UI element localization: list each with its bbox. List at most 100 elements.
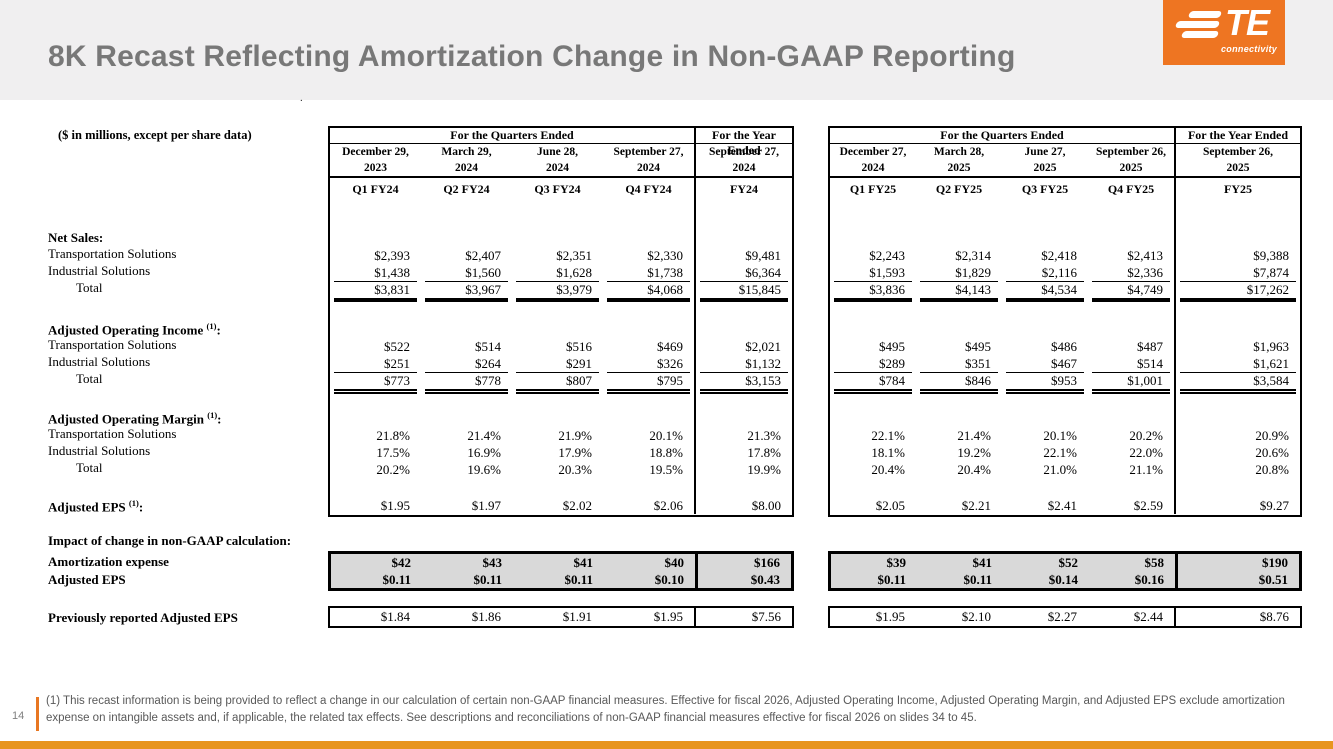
operating-income-total-row: $784 $846 $953 $1,001 $3,584 [830, 372, 1300, 394]
table-cell: $514 [1088, 355, 1174, 372]
cell-value: Q2 FY24 [443, 182, 490, 196]
table-cell: $289 [830, 355, 916, 372]
cell-value: 19.6% [467, 462, 501, 477]
table-cell: $9,388 [1174, 247, 1300, 264]
label-colon: : [138, 499, 144, 515]
table-cell: $1,963 [1174, 338, 1300, 355]
cell-value: $1,560 [465, 265, 501, 280]
table-cell: Q3 FY25 [1002, 178, 1088, 198]
cell-value: 17.9% [558, 445, 592, 460]
cell-value: $0.51 [1258, 572, 1288, 587]
cell-value: 21.4% [467, 428, 501, 443]
cell-value: 22.0% [1129, 445, 1163, 460]
table-cell: $8.76 [1174, 608, 1300, 626]
table-cell: 22.0% [1088, 444, 1174, 461]
cell-value: $1.91 [562, 609, 592, 624]
table-cell: $2.06 [603, 497, 694, 514]
cell-value: September 27, 2024 [613, 146, 684, 174]
cell-value: $3,836 [834, 281, 912, 302]
table-cell: Q2 FY25 [916, 178, 1002, 198]
spacer-row [830, 299, 1300, 338]
cell-value: $953 [1006, 372, 1084, 394]
table-cell: $52 [1003, 554, 1089, 571]
spacer-row [330, 299, 792, 338]
table-cell: Q3 FY24 [512, 178, 603, 198]
row-label-adjusted-eps: Adjusted EPS (1): [48, 495, 143, 515]
cell-value: 21.1% [1129, 462, 1163, 477]
row-label-adjusted-operating-margin: Adjusted Operating Margin (1): [48, 407, 222, 427]
cell-value: $3,584 [1180, 372, 1296, 394]
table-cell: 20.1% [603, 427, 694, 444]
logo-connectivity-text: connectivity [1221, 44, 1278, 54]
table-cell: 20.3% [512, 461, 603, 478]
table-cell: $495 [916, 338, 1002, 355]
cell-value: $1.84 [380, 609, 410, 624]
table-cell: $2.21 [916, 497, 1002, 514]
table-cell: 21.0% [1002, 461, 1088, 478]
table-cell: $1.95 [603, 608, 694, 626]
cell-value: $0.14 [1048, 572, 1078, 587]
cell-value: $7,874 [1253, 265, 1289, 280]
table-cell: $2,351 [512, 247, 603, 264]
cell-value: $1,132 [745, 356, 781, 371]
table-cell: $0.11 [513, 571, 604, 588]
table-cell: $42 [331, 554, 422, 571]
cell-value: 21.3% [747, 428, 781, 443]
table-cell: $0.11 [422, 571, 513, 588]
table-cell: $486 [1002, 338, 1088, 355]
te-connectivity-logo: TE connectivity [1163, 0, 1285, 65]
cell-value: 17.8% [747, 445, 781, 460]
table-cell: 20.1% [1002, 427, 1088, 444]
cell-value: $251 [384, 356, 410, 371]
table-cell: $2.10 [916, 608, 1002, 626]
table-cell: $1,738 [603, 264, 694, 281]
spacer-row [830, 198, 1300, 247]
cell-value: Q1 FY25 [849, 182, 897, 196]
table-cell: $1.97 [421, 497, 512, 514]
cell-value: $2.05 [875, 498, 905, 513]
table-cell: Q4 FY25 [1088, 178, 1174, 198]
table-cell: 20.2% [330, 461, 421, 478]
table-cell: $39 [831, 554, 917, 571]
net-sales-industrial-row: $1,438 $1,560 $1,628 $1,738 $6,364 [330, 264, 792, 281]
spacer-row [830, 478, 1300, 497]
cell-value: $4,749 [1092, 281, 1170, 302]
table-cell: $4,534 [1002, 281, 1088, 302]
table-cell: Q1 FY24 [330, 178, 421, 198]
row-label-transportation: Transportation Solutions [48, 246, 177, 261]
row-label-total: Total [76, 460, 103, 475]
cell-value: 21.9% [558, 428, 592, 443]
cell-value: $1,593 [869, 265, 905, 280]
table-cell: $3,836 [830, 281, 916, 302]
table-cell: $522 [330, 338, 421, 355]
cell-value: $2.27 [1047, 609, 1077, 624]
table-cell: $1,132 [694, 355, 792, 372]
operating-margin-industrial-row: 17.5% 16.9% 17.9% 18.8% 17.8% [330, 444, 792, 461]
cell-value: 19.5% [649, 462, 683, 477]
table-cell: 17.8% [694, 444, 792, 461]
table-cell: 20.4% [830, 461, 916, 478]
table-cell: $0.11 [331, 571, 422, 588]
cell-value: September 26, 2025 [1095, 146, 1167, 174]
cell-value: $522 [384, 339, 410, 354]
cell-value: $807 [516, 372, 599, 394]
row-label-adjusted-operating-income: Adjusted Operating Income (1): [48, 318, 221, 338]
table-cell: $2.27 [1002, 608, 1088, 626]
table-cell: $2,243 [830, 247, 916, 264]
cell-value: Q4 FY24 [625, 182, 672, 196]
operating-margin-total-row: 20.4% 20.4% 21.0% 21.1% 20.8% [830, 461, 1300, 478]
page-number: 14 [12, 710, 25, 722]
footnote-text: (1) This recast information is being pro… [46, 695, 1285, 724]
net-sales-transportation-row: $2,393 $2,407 $2,351 $2,330 $9,481 [330, 247, 792, 264]
cell-value: 20.4% [871, 462, 905, 477]
cell-value: $42 [391, 555, 412, 570]
cell-value: 18.1% [871, 445, 905, 460]
net-sales-total-row: $3,836 $4,143 $4,534 $4,749 $17,262 [830, 281, 1300, 302]
dates-row: December 27, 2024 March 28, 2025 June 27, … [830, 144, 1300, 178]
table-cell: $773 [330, 372, 421, 394]
table-cell: $846 [916, 372, 1002, 394]
spacer-row [330, 478, 792, 497]
table-cell: 22.1% [1002, 444, 1088, 461]
table-cell: 20.8% [1174, 461, 1300, 478]
row-label-impact-eps: Adjusted EPS [48, 572, 126, 587]
